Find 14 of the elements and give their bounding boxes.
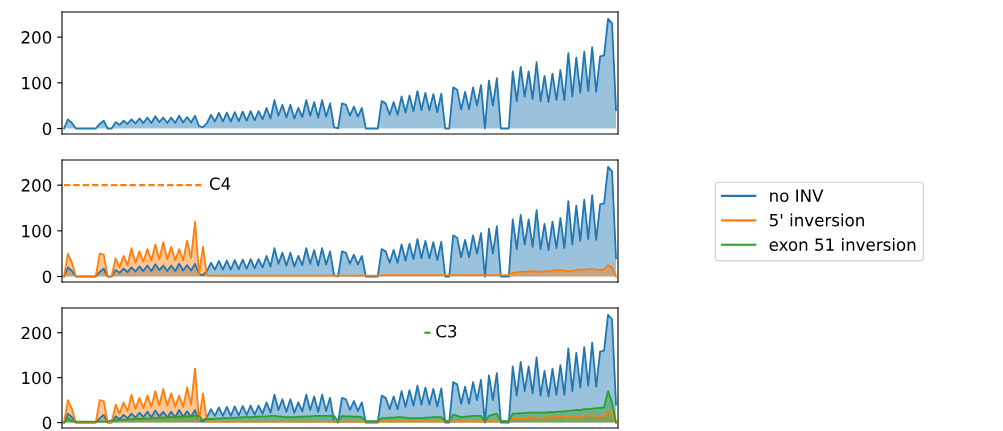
series-label: C3	[436, 324, 457, 338]
y-tick-label: 100	[22, 76, 52, 90]
y-tick-label: 200	[21, 31, 52, 44]
y-tick-label: 0	[42, 416, 52, 430]
legend-label: 5' inversion	[769, 213, 864, 227]
y-tick-label: 0	[42, 270, 52, 284]
legend-label: no INV	[770, 189, 824, 202]
legend-label: exon 51 inversion	[769, 238, 916, 251]
y-tick-label: 0	[42, 122, 52, 136]
series-label: C4	[209, 177, 231, 190]
y-tick-label: 100	[22, 224, 52, 238]
y-tick-label: 200	[21, 326, 52, 340]
y-tick-label: 100	[22, 371, 52, 385]
y-tick-label: 200	[21, 179, 52, 192]
